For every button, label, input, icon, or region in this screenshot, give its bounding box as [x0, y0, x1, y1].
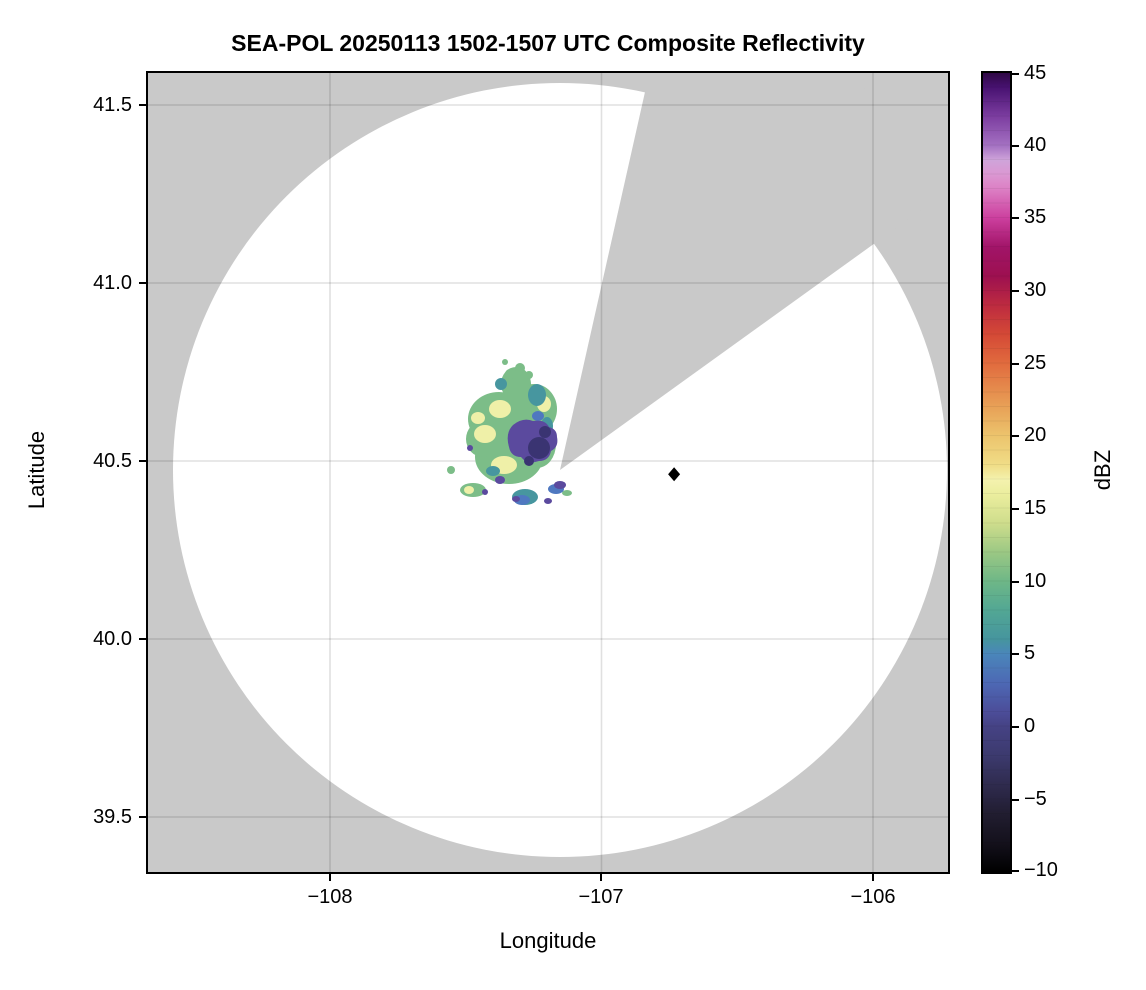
echo-cluster [447, 359, 572, 505]
blocked-sector-wedge [560, 73, 948, 470]
y-tick [139, 638, 148, 640]
colorbar-tick [1011, 508, 1019, 510]
y-tick [139, 460, 148, 462]
x-tick-label: −106 [850, 886, 896, 908]
y-tick-label: 41.0 [93, 272, 132, 294]
y-tick [139, 816, 148, 818]
y-tick-label: 39.5 [93, 806, 132, 828]
colorbar-tick [1011, 581, 1019, 583]
colorbar-axis-label: dBZ [1090, 449, 1115, 491]
y-axis-label: Latitude [24, 430, 49, 510]
map-axes [146, 71, 950, 874]
colorbar-tick-label: 30 [1024, 279, 1047, 301]
colorbar-tick [1011, 653, 1019, 655]
colorbar-tick-label: 45 [1024, 62, 1047, 84]
colorbar-banding [983, 73, 1010, 872]
plot-title: SEA-POL 20250113 1502-1507 UTC Composite… [231, 30, 865, 56]
y-tick-label: 40.0 [93, 628, 132, 650]
colorbar-tick-label: −5 [1024, 788, 1047, 810]
colorbar-tick [1011, 363, 1019, 365]
colorbar-tick-label: 5 [1024, 642, 1036, 664]
colorbar-tick [1011, 799, 1019, 801]
colorbar-tick-label: −10 [1024, 859, 1058, 881]
colorbar-tick [1011, 73, 1019, 75]
colorbar-tick [1011, 726, 1019, 728]
colorbar-tick-label: 40 [1024, 134, 1047, 156]
colorbar-tick [1011, 145, 1019, 147]
y-tick [139, 282, 148, 284]
x-tick-label: −108 [307, 886, 353, 908]
colorbar [981, 71, 1012, 874]
colorbar-tick [1011, 290, 1019, 292]
colorbar-tick-label: 10 [1024, 570, 1047, 592]
site-marker-diamond [668, 467, 681, 482]
colorbar-tick [1011, 217, 1019, 219]
colorbar-tick-label: 35 [1024, 206, 1047, 228]
y-tick-label: 41.5 [93, 94, 132, 116]
y-tick [139, 104, 148, 106]
colorbar-tick [1011, 435, 1019, 437]
x-tick [872, 873, 874, 881]
radar-map [148, 73, 948, 872]
colorbar-tick-label: 25 [1024, 352, 1047, 374]
x-tick [600, 873, 602, 881]
colorbar-tick-label: 15 [1024, 497, 1047, 519]
x-axis-label: Longitude [499, 928, 597, 953]
x-tick [329, 873, 331, 881]
colorbar-tick [1011, 870, 1019, 872]
gridlines [148, 73, 948, 872]
x-tick-label: −107 [578, 886, 624, 908]
colorbar-tick-label: 0 [1024, 715, 1036, 737]
colorbar-tick-label: 20 [1024, 424, 1047, 446]
y-tick-label: 40.5 [93, 450, 132, 472]
